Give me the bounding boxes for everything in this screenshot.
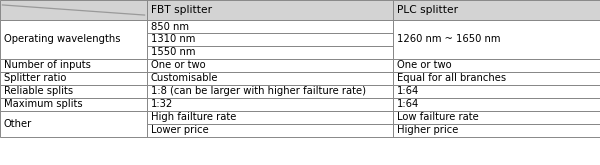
- Text: One or two: One or two: [397, 61, 451, 70]
- Text: Number of inputs: Number of inputs: [4, 61, 91, 70]
- Bar: [147, 85, 393, 98]
- Text: Equal for all branches: Equal for all branches: [397, 73, 506, 83]
- Text: 1310 nm: 1310 nm: [151, 34, 195, 45]
- Bar: [0, 111, 147, 137]
- Text: 1260 nm ~ 1650 nm: 1260 nm ~ 1650 nm: [397, 34, 500, 45]
- Bar: [147, 111, 393, 124]
- Bar: [393, 20, 600, 59]
- Bar: [147, 124, 393, 137]
- Bar: [0, 0, 147, 20]
- Bar: [147, 59, 393, 72]
- Bar: [147, 46, 393, 59]
- Bar: [393, 0, 600, 20]
- Text: Operating wavelengths: Operating wavelengths: [4, 34, 120, 45]
- Bar: [0, 59, 147, 72]
- Bar: [147, 98, 393, 111]
- Bar: [393, 124, 600, 137]
- Text: 1:8 (can be larger with higher failture rate): 1:8 (can be larger with higher failture …: [151, 86, 365, 97]
- Bar: [393, 85, 600, 98]
- Text: 1:64: 1:64: [397, 86, 419, 97]
- Bar: [147, 20, 393, 33]
- Bar: [0, 0, 147, 20]
- Bar: [147, 72, 393, 85]
- Bar: [147, 0, 393, 20]
- Bar: [0, 59, 147, 72]
- Bar: [147, 72, 393, 85]
- Bar: [147, 33, 393, 46]
- Bar: [147, 98, 393, 111]
- Bar: [147, 59, 393, 72]
- Bar: [393, 59, 600, 72]
- Bar: [0, 111, 147, 137]
- Bar: [393, 0, 600, 20]
- Bar: [393, 98, 600, 111]
- Bar: [147, 46, 393, 59]
- Bar: [147, 111, 393, 124]
- Text: Lower price: Lower price: [151, 126, 208, 135]
- Bar: [393, 111, 600, 124]
- Bar: [0, 20, 147, 59]
- Bar: [0, 85, 147, 98]
- Text: 850 nm: 850 nm: [151, 21, 188, 32]
- Text: Low failture rate: Low failture rate: [397, 113, 478, 122]
- Bar: [147, 124, 393, 137]
- Bar: [393, 111, 600, 124]
- Bar: [0, 72, 147, 85]
- Bar: [393, 124, 600, 137]
- Text: PLC splitter: PLC splitter: [397, 5, 458, 15]
- Text: High failture rate: High failture rate: [151, 113, 236, 122]
- Text: Customisable: Customisable: [151, 73, 218, 83]
- Bar: [393, 59, 600, 72]
- Text: Maximum splits: Maximum splits: [4, 99, 82, 110]
- Text: Higher price: Higher price: [397, 126, 458, 135]
- Text: FBT splitter: FBT splitter: [151, 5, 212, 15]
- Bar: [393, 98, 600, 111]
- Bar: [147, 85, 393, 98]
- Text: Reliable splits: Reliable splits: [4, 86, 73, 97]
- Bar: [0, 85, 147, 98]
- Bar: [147, 33, 393, 46]
- Bar: [0, 72, 147, 85]
- Bar: [393, 20, 600, 59]
- Bar: [393, 85, 600, 98]
- Bar: [147, 20, 393, 33]
- Text: 1:32: 1:32: [151, 99, 173, 110]
- Bar: [0, 98, 147, 111]
- Bar: [393, 72, 600, 85]
- Text: One or two: One or two: [151, 61, 205, 70]
- Bar: [147, 0, 393, 20]
- Text: 1:64: 1:64: [397, 99, 419, 110]
- Bar: [393, 72, 600, 85]
- Text: Other: Other: [4, 119, 32, 129]
- Text: 1550 nm: 1550 nm: [151, 48, 195, 57]
- Bar: [0, 20, 147, 59]
- Bar: [0, 98, 147, 111]
- Text: Splitter ratio: Splitter ratio: [4, 73, 66, 83]
